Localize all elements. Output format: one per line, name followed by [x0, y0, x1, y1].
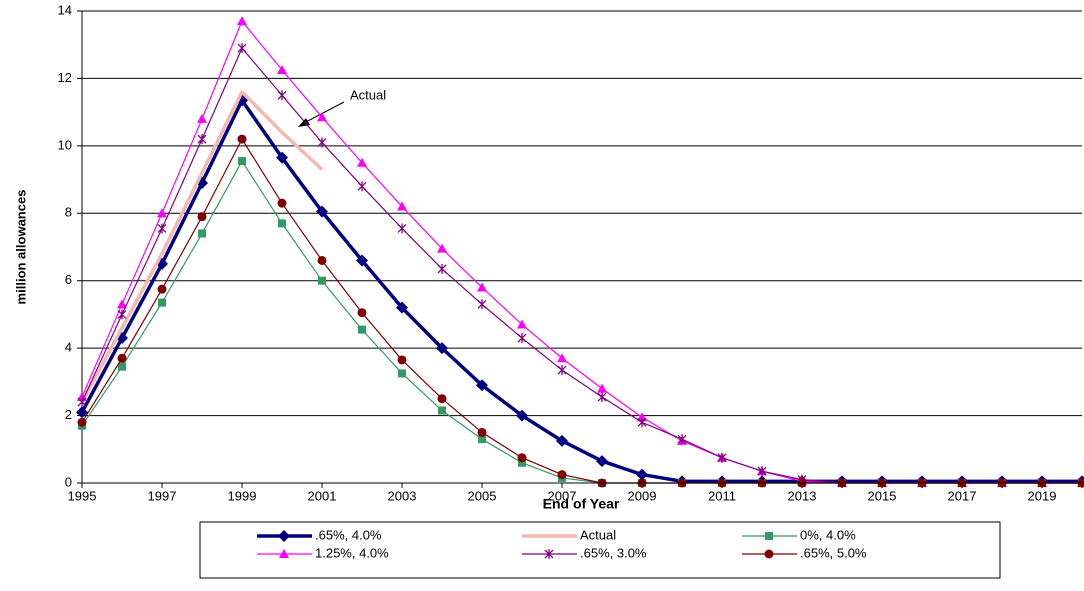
marker: [438, 264, 446, 274]
marker: [358, 181, 366, 191]
marker: [118, 363, 126, 371]
marker: [765, 532, 773, 540]
y-tick-label: 14: [58, 2, 72, 17]
marker: [237, 16, 247, 25]
y-tick-label: 0: [65, 474, 72, 489]
marker: [238, 135, 247, 144]
marker: [598, 392, 606, 402]
x-tick-label: 2005: [468, 488, 497, 503]
x-tick-label: 2017: [948, 488, 977, 503]
marker: [558, 365, 566, 375]
marker: [318, 277, 326, 285]
marker: [478, 428, 487, 437]
marker: [158, 223, 166, 233]
x-tick-label: 2007: [548, 488, 577, 503]
marker: [158, 285, 167, 294]
marker: [238, 157, 246, 165]
y-tick-label: 4: [65, 340, 72, 355]
marker: [518, 333, 526, 343]
legend-label: .65%, 4.0%: [315, 527, 382, 542]
x-tick-label: 2009: [628, 488, 657, 503]
marker: [596, 455, 608, 467]
legend-label: .65%, 3.0%: [580, 545, 647, 560]
marker: [638, 417, 646, 427]
marker: [318, 256, 327, 265]
marker: [238, 43, 246, 53]
marker: [398, 369, 406, 377]
marker: [318, 137, 326, 147]
marker: [398, 223, 406, 233]
marker: [358, 326, 366, 334]
x-tick-label: 1999: [228, 488, 257, 503]
marker: [78, 418, 87, 427]
x-tick-label: 2013: [788, 488, 817, 503]
x-tick-label: 1995: [68, 488, 97, 503]
marker: [118, 354, 127, 363]
marker: [278, 199, 287, 208]
marker: [197, 114, 207, 123]
marker: [78, 397, 86, 407]
marker: [718, 453, 726, 463]
legend-label: 1.25%, 4.0%: [315, 545, 389, 560]
marker: [358, 308, 367, 317]
marker: [438, 394, 447, 403]
legend-label: Actual: [580, 527, 616, 542]
marker: [278, 90, 286, 100]
series-line: [82, 161, 1082, 483]
x-tick-label: 2003: [388, 488, 417, 503]
marker: [597, 384, 607, 393]
annotation: Actual: [350, 87, 386, 102]
marker: [198, 134, 206, 144]
y-tick-label: 6: [65, 272, 72, 287]
y-tick-label: 10: [58, 137, 72, 152]
x-tick-label: 2011: [708, 488, 736, 503]
x-tick-label: 2015: [868, 488, 897, 503]
marker: [118, 309, 126, 319]
marker: [278, 219, 286, 227]
series-line: [82, 21, 1082, 483]
x-tick-label: 2001: [308, 488, 337, 503]
marker: [198, 212, 207, 221]
marker: [478, 299, 486, 309]
marker: [558, 470, 567, 479]
legend-label: .65%, 5.0%: [800, 545, 867, 560]
y-tick-label: 12: [58, 70, 72, 85]
legend-label: 0%, 4.0%: [800, 527, 856, 542]
marker: [518, 453, 527, 462]
marker: [438, 407, 446, 415]
x-tick-label: 2019: [1028, 488, 1057, 503]
y-axis-label: million allowances: [13, 190, 28, 305]
marker: [398, 355, 407, 364]
marker: [765, 550, 774, 559]
series-line: [82, 139, 1082, 483]
marker: [158, 299, 166, 307]
y-tick-label: 8: [65, 205, 72, 220]
x-tick-label: 1997: [148, 488, 177, 503]
marker: [198, 230, 206, 238]
y-tick-label: 2: [65, 407, 72, 422]
